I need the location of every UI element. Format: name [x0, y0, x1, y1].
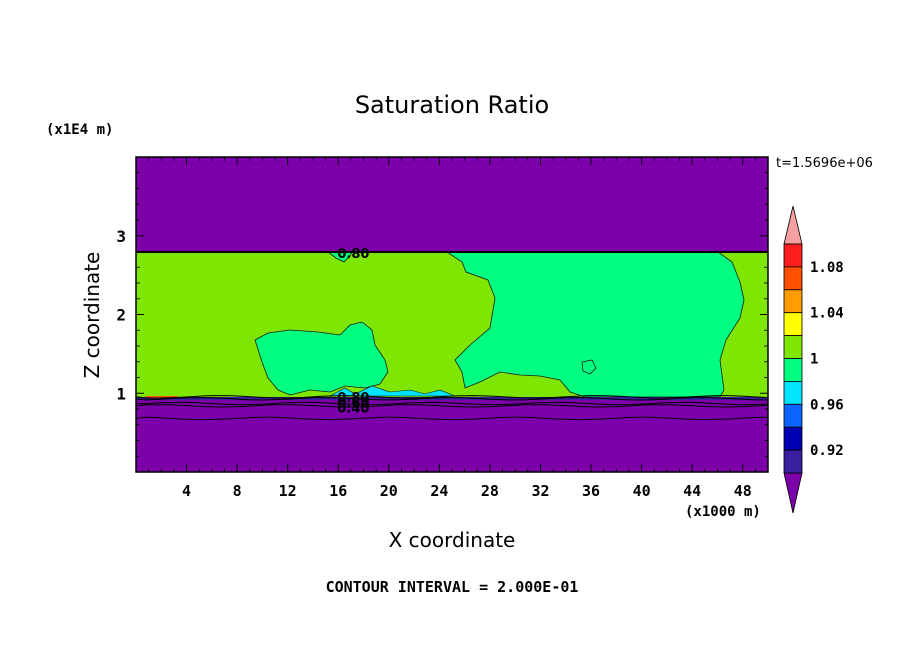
colorbar-tick-label: 0.92	[810, 443, 844, 459]
region-base-band	[136, 397, 768, 400]
region-upper-layer	[136, 157, 768, 252]
colorbar-extend-max	[783, 205, 803, 245]
y-axis-label: Z coordinate	[80, 252, 104, 379]
contour-label: 0.80	[337, 391, 369, 406]
colorbar-segment	[783, 312, 803, 337]
patch-near-saturation-small	[581, 359, 597, 375]
contour-line-0.4	[135, 401, 769, 406]
colorbar-segment	[783, 335, 803, 359]
contour-line-0.2	[135, 416, 769, 421]
contour-lines	[135, 395, 769, 421]
colorbar-segment	[783, 380, 803, 405]
x-tick-label: 32	[531, 482, 549, 500]
plot-area	[136, 157, 768, 472]
x-tick-label: 44	[683, 482, 701, 500]
y-tick-label: 1	[116, 384, 126, 403]
y-tick-label: 3	[116, 227, 126, 246]
contour-label: 0.80	[337, 247, 369, 262]
x-ticks: 4 8 12 16 20 24 28 32 36 40 44 48	[148, 157, 756, 500]
colorbar-tick-label: 1	[810, 352, 818, 368]
x-tick-label: 8	[233, 482, 242, 500]
contour-labels: 0.800.800.600.40	[337, 247, 369, 416]
region-lower-layer	[136, 398, 768, 472]
contour-line-0.6	[135, 397, 769, 401]
colorbar-segment	[783, 289, 803, 314]
y-tick-label: 2	[116, 306, 126, 325]
x-axis-label: X coordinate	[389, 528, 516, 552]
y-unit-label: (x1E4 m)	[46, 122, 113, 138]
patch-near-saturation-left	[254, 321, 389, 396]
patch-near-saturation-base	[329, 385, 456, 397]
colorbar-extend-min	[783, 472, 803, 514]
time-label: t=1.5696e+06	[776, 156, 873, 171]
region-left-edge-highlight	[146, 396, 178, 398]
colorbar-segment	[783, 449, 803, 474]
x-unit-label: (x1000 m)	[685, 504, 761, 520]
contour-line-0.8	[135, 395, 769, 399]
x-tick-label: 4	[182, 482, 191, 500]
x-tick-label: 40	[633, 482, 651, 500]
colorbar-tick-label: 0.96	[810, 397, 844, 413]
colorbar-segment	[783, 403, 803, 428]
x-tick-label: 48	[734, 482, 752, 500]
x-tick-label: 28	[481, 482, 499, 500]
colorbar-tick-label: 1.08	[810, 260, 844, 276]
y-ticks: 1 2 3	[116, 172, 768, 457]
x-tick-label: 20	[380, 482, 398, 500]
contour-label: 0.60	[337, 397, 369, 412]
contour-line-0.2	[135, 404, 769, 408]
colorbar-tick-label: 1.04	[810, 306, 844, 322]
x-tick-label: 36	[582, 482, 600, 500]
x-tick-label: 24	[430, 482, 448, 500]
x-tick-label: 16	[329, 482, 347, 500]
contour-interval-label: CONTOUR INTERVAL = 2.000E-01	[326, 578, 579, 596]
x-tick-label: 12	[279, 482, 297, 500]
colorbar: 0.92 0.96 1 1.04 1.08	[783, 205, 844, 514]
chart-title: Saturation Ratio	[355, 91, 549, 119]
patch-near-saturation-right	[445, 251, 745, 398]
contour-label: 0.40	[337, 401, 369, 416]
colorbar-segment	[783, 426, 803, 451]
colorbar-segment	[783, 243, 803, 268]
colorbar-segment	[783, 266, 803, 291]
colorbar-segment	[783, 358, 803, 382]
